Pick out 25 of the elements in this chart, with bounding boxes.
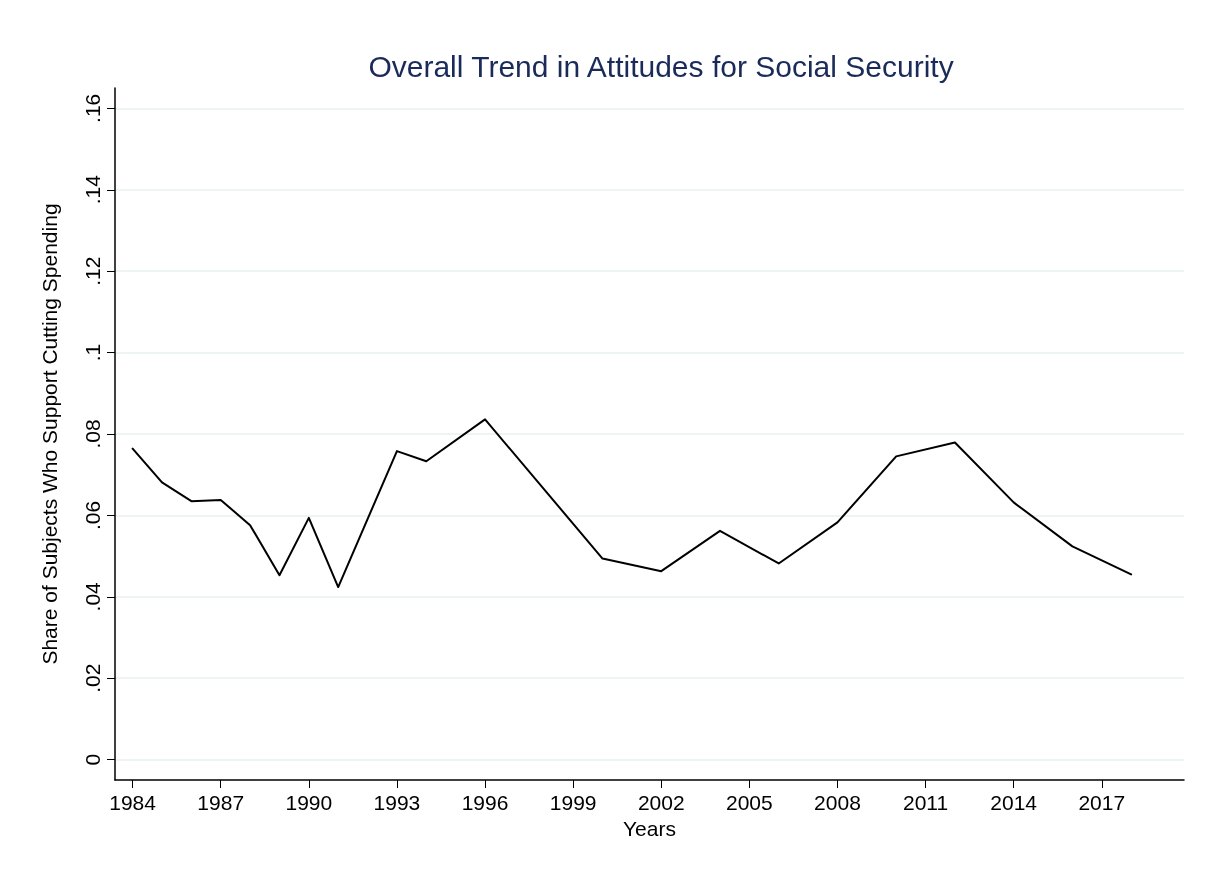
x-tick-label: 1996 bbox=[461, 791, 509, 814]
x-tick-label: 2005 bbox=[725, 791, 773, 814]
y-axis-title: Share of Subjects Who Support Cutting Spending bbox=[38, 203, 61, 665]
x-tick-label: 2008 bbox=[814, 791, 861, 814]
x-tick-label: 2017 bbox=[1078, 791, 1126, 814]
x-tick-label: 1990 bbox=[285, 791, 333, 814]
line-series bbox=[131, 418, 1133, 589]
x-tick-label: 1993 bbox=[373, 791, 421, 814]
y-tick-label: .12 bbox=[81, 256, 104, 286]
y-tick-label: .14 bbox=[81, 174, 104, 205]
y-tick-label: .06 bbox=[81, 500, 104, 531]
y-tick-label: .02 bbox=[81, 663, 104, 693]
y-tick-label: .1 bbox=[81, 343, 104, 362]
chart-title: Overall Trend in Attitudes for Social Security bbox=[368, 49, 954, 83]
x-tick-label: 1999 bbox=[549, 791, 597, 814]
x-tick-label: 2002 bbox=[637, 791, 685, 814]
y-tick-label: .16 bbox=[81, 93, 104, 123]
x-axis-title: Years bbox=[623, 817, 676, 840]
y-tick-label: .08 bbox=[81, 419, 104, 449]
x-tick-label: 1984 bbox=[109, 791, 157, 814]
x-tick-label: 2011 bbox=[902, 791, 949, 814]
y-tick-label: 0 bbox=[81, 753, 104, 766]
x-tick-label: 2014 bbox=[990, 791, 1038, 814]
x-tick-label: 1987 bbox=[197, 791, 245, 814]
y-tick-label: .04 bbox=[81, 581, 104, 612]
